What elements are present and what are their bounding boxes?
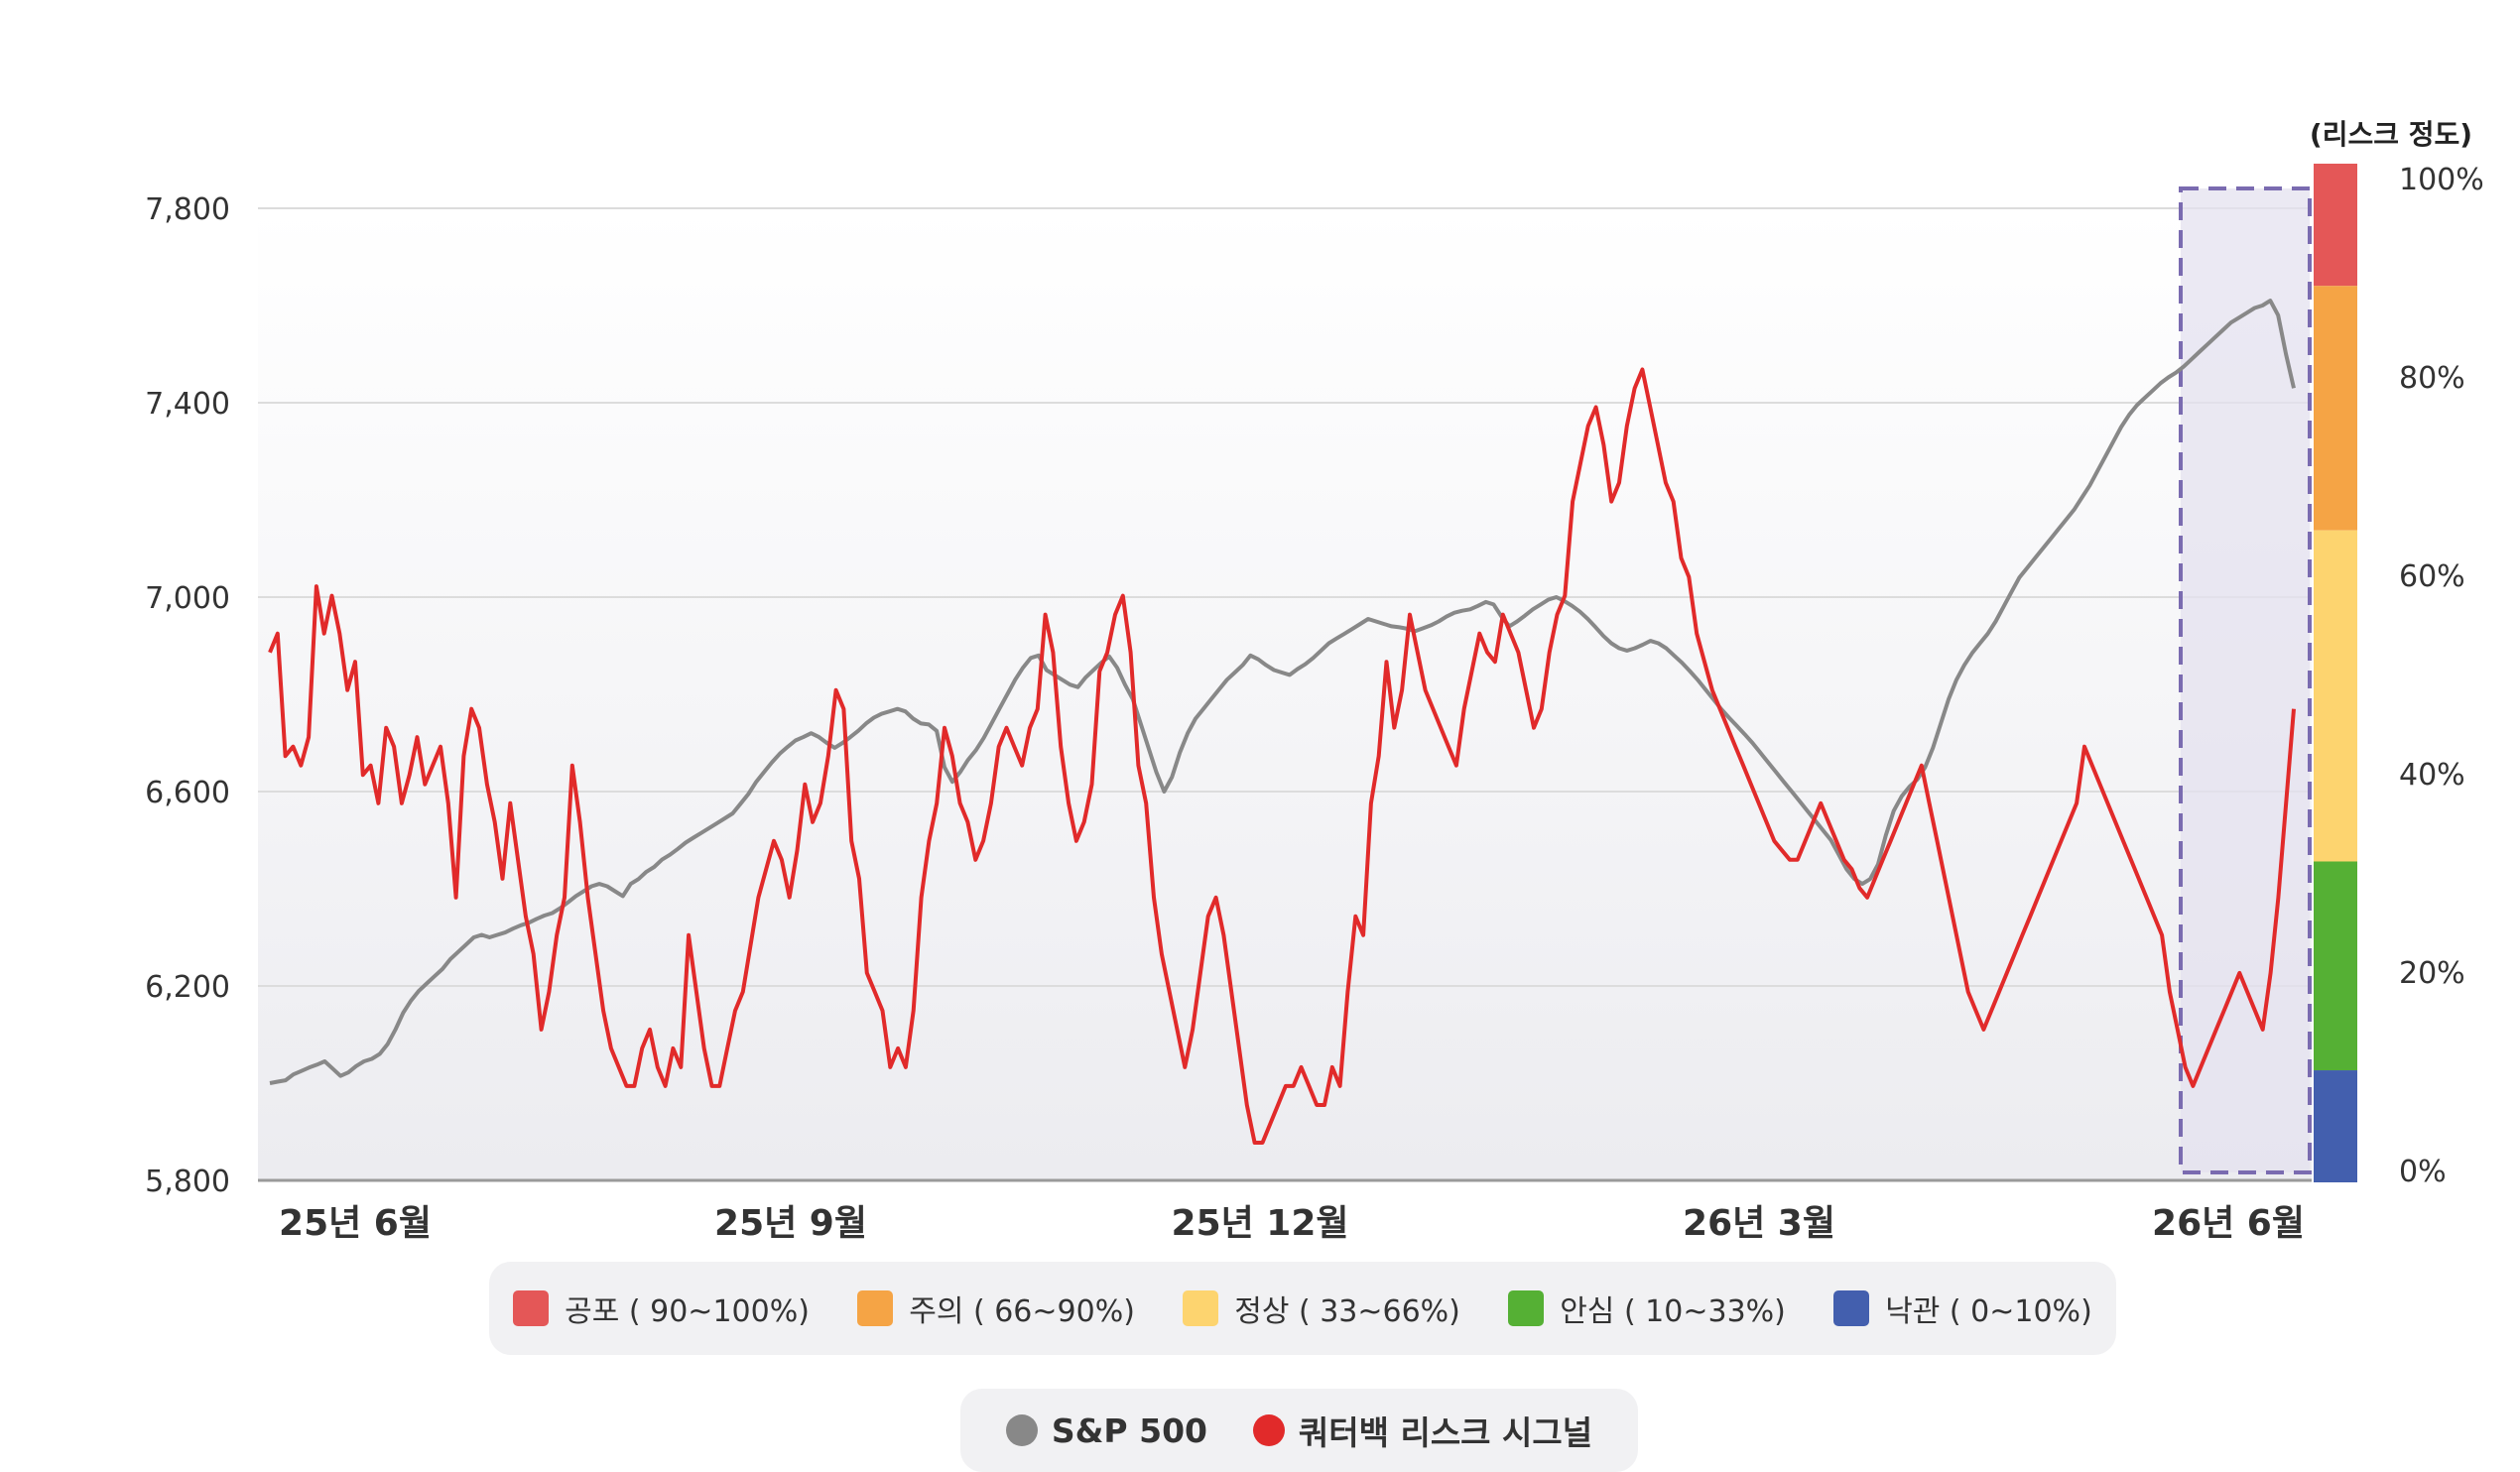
y-left-tick-label: 6,200 — [145, 970, 230, 1005]
y-right-tick-label: 0% — [2399, 1155, 2447, 1189]
series-line-risk-signal — [268, 367, 2296, 1145]
y-axis-left: 7,800 7,400 7,000 6,600 6,200 5,800 — [145, 192, 230, 1199]
legend-band-caution: 주의 ( 66~90%) — [857, 1287, 1135, 1330]
risk-band — [2314, 1070, 2357, 1182]
legend-band-normal: 정상 ( 33~66%) — [1183, 1287, 1460, 1330]
plot-background — [258, 208, 2312, 1180]
legend-band-fear: 공포 ( 90~100%) — [513, 1287, 810, 1330]
y-left-tick-label: 7,400 — [145, 387, 230, 422]
risk-band — [2314, 530, 2357, 862]
legend-band-optimism: 낙관 ( 0~10%) — [1833, 1287, 2092, 1330]
legend-swatch — [857, 1290, 894, 1326]
series-line-sp500 — [269, 299, 2296, 1085]
x-tick-label: 25년 6월 — [279, 1203, 432, 1244]
legend-label: 쿼터백 리스크 시그널 — [1298, 1413, 1593, 1452]
legend-swatch — [1833, 1290, 1870, 1326]
legend-label: 주의 ( 66~90%) — [909, 1294, 1135, 1329]
y-left-tick-label: 6,600 — [145, 776, 230, 810]
y-right-tick-label: 80% — [2399, 361, 2465, 396]
legend-band-relief: 안심 ( 10~33%) — [1508, 1287, 1786, 1330]
risk-band — [2314, 861, 2357, 1071]
y-right-tick-label: 20% — [2399, 956, 2465, 991]
risk-band — [2314, 286, 2357, 531]
legend-swatch — [1508, 1290, 1545, 1326]
y-left-tick-label: 5,800 — [145, 1165, 230, 1199]
series-legend: S&P 500 쿼터백 리스크 시그널 — [960, 1389, 1638, 1472]
legend-label: 공포 ( 90~100%) — [565, 1294, 810, 1329]
risk-legend: 공포 ( 90~100%) 주의 ( 66~90%) 정상 ( 33~66%) … — [489, 1262, 2116, 1355]
legend-swatch — [513, 1290, 550, 1326]
legend-swatch — [1183, 1290, 1219, 1326]
legend-label: S&P 500 — [1051, 1411, 1207, 1450]
y-axis-right: 100% 80% 60% 40% 20% 0% — [2399, 163, 2484, 1189]
risk-band — [2314, 164, 2357, 287]
legend-series-sp500: S&P 500 — [1005, 1411, 1207, 1450]
x-tick-label: 25년 9월 — [714, 1203, 867, 1244]
legend-label: 낙관 ( 0~10%) — [1885, 1294, 2092, 1329]
y-left-tick-label: 7,800 — [145, 192, 230, 227]
x-axis: 25년 6월 25년 9월 25년 12월 26년 3월 26년 6월 — [279, 1203, 2305, 1244]
y-left-tick-label: 7,000 — [145, 581, 230, 616]
x-tick-label: 26년 3월 — [1683, 1203, 1835, 1244]
series-lines — [268, 299, 2296, 1145]
highlight-region — [2179, 186, 2312, 1174]
legend-label: 정상 ( 33~66%) — [1234, 1294, 1460, 1329]
x-tick-label: 26년 6월 — [2152, 1203, 2305, 1244]
legend-dot — [1005, 1414, 1038, 1446]
x-tick-label: 25년 12월 — [1172, 1203, 1349, 1244]
y-right-tick-label: 60% — [2399, 559, 2465, 594]
y-right-tick-label: 40% — [2399, 758, 2465, 793]
risk-scale-bar — [2314, 164, 2357, 1182]
legend-label: 안심 ( 10~33%) — [1560, 1294, 1786, 1329]
legend-dot — [1252, 1414, 1285, 1446]
y-right-tick-label: 100% — [2399, 163, 2484, 197]
legend-series-risk: 쿼터백 리스크 시그널 — [1252, 1407, 1593, 1454]
risk-scale-title: (리스크 정도) — [2310, 118, 2472, 151]
